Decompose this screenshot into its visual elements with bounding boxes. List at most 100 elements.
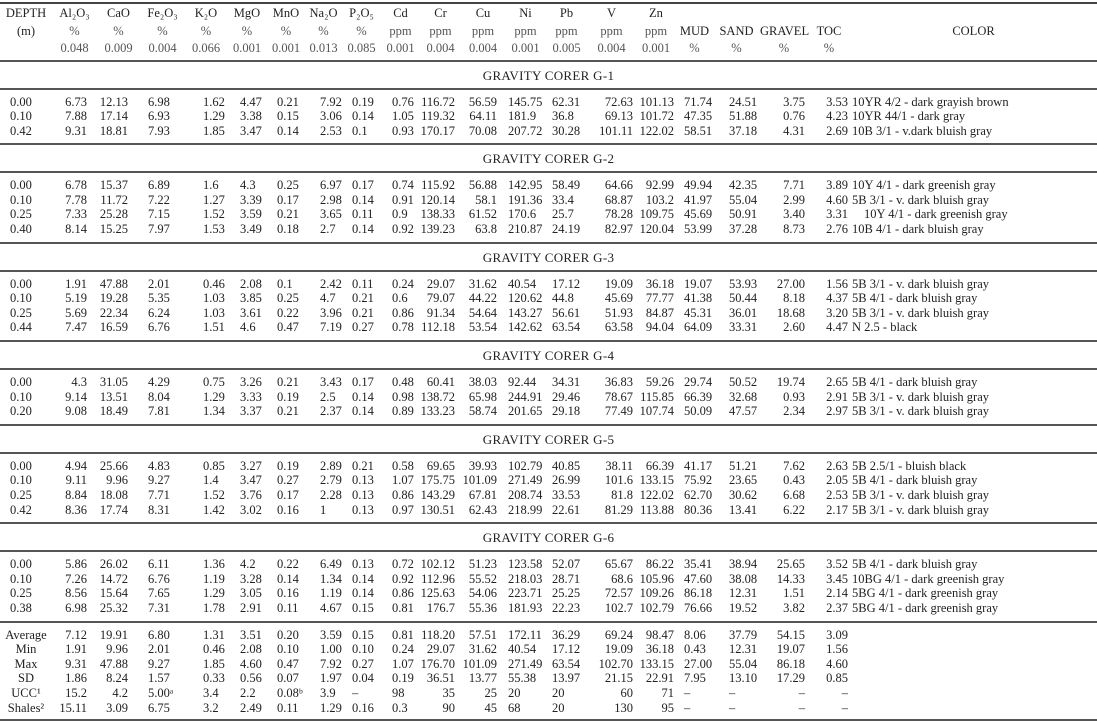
statistic-value: 15.11 [52, 700, 97, 721]
statistic-value [850, 622, 1097, 643]
statistic-value: 0.16 [342, 700, 381, 721]
statistic-value: 0.10 [277, 642, 299, 657]
depth-cell: 0.10 [10, 109, 32, 124]
table-row: 0.20 9.08 18.49 7.81 1.34 3.37 0.21 2.37 0.14 0.8… [0, 404, 1097, 426]
column-header-name [850, 2, 1097, 22]
value-cell: 76.66 [676, 600, 713, 623]
value-cell: 120.14 [420, 192, 455, 207]
statistic-value: 1.29 [305, 700, 342, 721]
column-header-name: Na₂O [305, 2, 342, 22]
value-cell: 39.93 [468, 458, 497, 473]
value-cell: 1.85 [185, 123, 227, 146]
value-cell: 3.89 [826, 178, 848, 193]
depth-cell: 0.00 [10, 94, 32, 109]
value-cell: 32.68 [729, 389, 758, 404]
value-cell: 0.27 [342, 320, 381, 343]
value-cell: 7.19 [305, 320, 342, 343]
value-cell: 0.21 [277, 207, 299, 222]
value-cell: 60.41 [426, 375, 455, 390]
value-cell: 24.19 [546, 222, 587, 244]
value-cell: 105.96 [639, 571, 674, 586]
statistic-value: 0.46 [203, 642, 225, 657]
value-cell: 2.37 [808, 600, 850, 623]
value-cell: 1.34 [320, 571, 342, 586]
value-cell: 4.60 [826, 192, 848, 207]
value-cell: 3.26 [240, 375, 262, 390]
value-cell: 94.04 [636, 320, 676, 343]
value-cell: 41.17 [684, 458, 713, 473]
column-header-limit: 0.001 [636, 39, 676, 62]
value-cell: 0.81 [381, 600, 420, 623]
value-cell: 2.53 [305, 123, 342, 146]
color-cell: 5B 4/1 - dark bluish gray [852, 557, 978, 572]
value-cell: 1.36 [203, 557, 225, 572]
column-header-name: Cr [420, 2, 461, 22]
value-cell: 0.22 [277, 305, 299, 320]
column-header-name [760, 2, 808, 22]
value-cell: 6.78 [65, 178, 87, 193]
value-cell: 122.02 [636, 123, 676, 146]
column-header-limit: 0.004 [587, 39, 636, 62]
value-cell: 84.87 [645, 305, 674, 320]
value-cell: 22.34 [99, 305, 128, 320]
value-cell: 1.34 [185, 404, 227, 426]
value-cell: 112.96 [421, 571, 455, 586]
statistic-value: 1.86 [65, 671, 87, 686]
value-cell: 4.3 [240, 178, 256, 193]
value-cell: 0.92 [392, 571, 414, 586]
color-cell: 5B 2.5/1 - bluish black [852, 458, 967, 473]
value-cell: 3.33 [240, 389, 262, 404]
statistic-label: Min [15, 642, 37, 657]
value-cell: 8.73 [760, 222, 808, 244]
value-cell: 55.52 [468, 571, 497, 586]
statistic-value: 4.60 [240, 656, 262, 671]
value-cell: 0.19 [277, 458, 299, 473]
value-cell: 2.60 [760, 320, 808, 343]
depth-cell: 0.25 [10, 305, 32, 320]
value-cell: 3.28 [240, 571, 262, 586]
value-cell: 130.51 [420, 502, 461, 525]
value-cell: 55.04 [729, 192, 758, 207]
value-cell: 0.17 [352, 178, 374, 193]
color-cell: 10Y 4/1 - dark greenish gray [864, 207, 1008, 222]
statistic-value: 90 [420, 700, 461, 721]
statistic-value: 2.01 [148, 642, 170, 657]
value-cell: 40.54 [508, 276, 537, 291]
value-cell: 64.66 [604, 178, 633, 193]
value-cell: 6.93 [148, 109, 170, 124]
table-row: 0.00 6.78 15.37 6.89 1.6 4.3 0.25 6.97 0.17 0.74 1… [0, 172, 1097, 193]
statistic-value: 17.12 [552, 642, 581, 657]
value-cell: 2.63 [826, 458, 848, 473]
value-cell: 4.7 [320, 291, 336, 306]
value-cell: 120.04 [636, 222, 676, 244]
value-cell: 63.8 [461, 222, 505, 244]
column-header-name [808, 2, 850, 22]
value-cell: 16.59 [97, 320, 140, 343]
statistic-value: 0.33 [203, 671, 225, 686]
column-header-limit: 0.009 [97, 39, 140, 62]
column-header-limit: 0.005 [546, 39, 587, 62]
statistic-value: 71 [661, 685, 675, 700]
value-cell: 61.52 [468, 207, 497, 222]
statistic-value: 4.2 [112, 685, 128, 700]
value-cell: 18.81 [97, 123, 140, 146]
value-cell: 33.4 [552, 192, 574, 207]
value-cell: 33.31 [713, 320, 760, 343]
depth-cell: 0.00 [10, 276, 32, 291]
table-row: 0.00 5.86 26.02 6.11 1.36 4.2 0.22 6.49 0.13 0.72… [0, 551, 1097, 572]
value-cell: 6.73 [65, 94, 87, 109]
value-cell: 0.92 [381, 222, 420, 244]
statistic-value: 15.2 [65, 685, 87, 700]
statistic-value: – [352, 685, 359, 700]
statistic-value: 1.31 [203, 627, 225, 642]
value-cell: 9.14 [65, 389, 87, 404]
column-header-name: Pb [546, 2, 587, 22]
value-cell: 0.46 [203, 276, 225, 291]
value-cell: 7.88 [65, 109, 87, 124]
value-cell: 80.36 [676, 502, 713, 525]
column-header-limit: 0.004 [420, 39, 461, 62]
value-cell: 0.1 [342, 123, 381, 146]
value-cell: 2.69 [808, 123, 850, 146]
column-header-unit: % [157, 23, 168, 38]
value-cell: 37.18 [713, 123, 760, 146]
